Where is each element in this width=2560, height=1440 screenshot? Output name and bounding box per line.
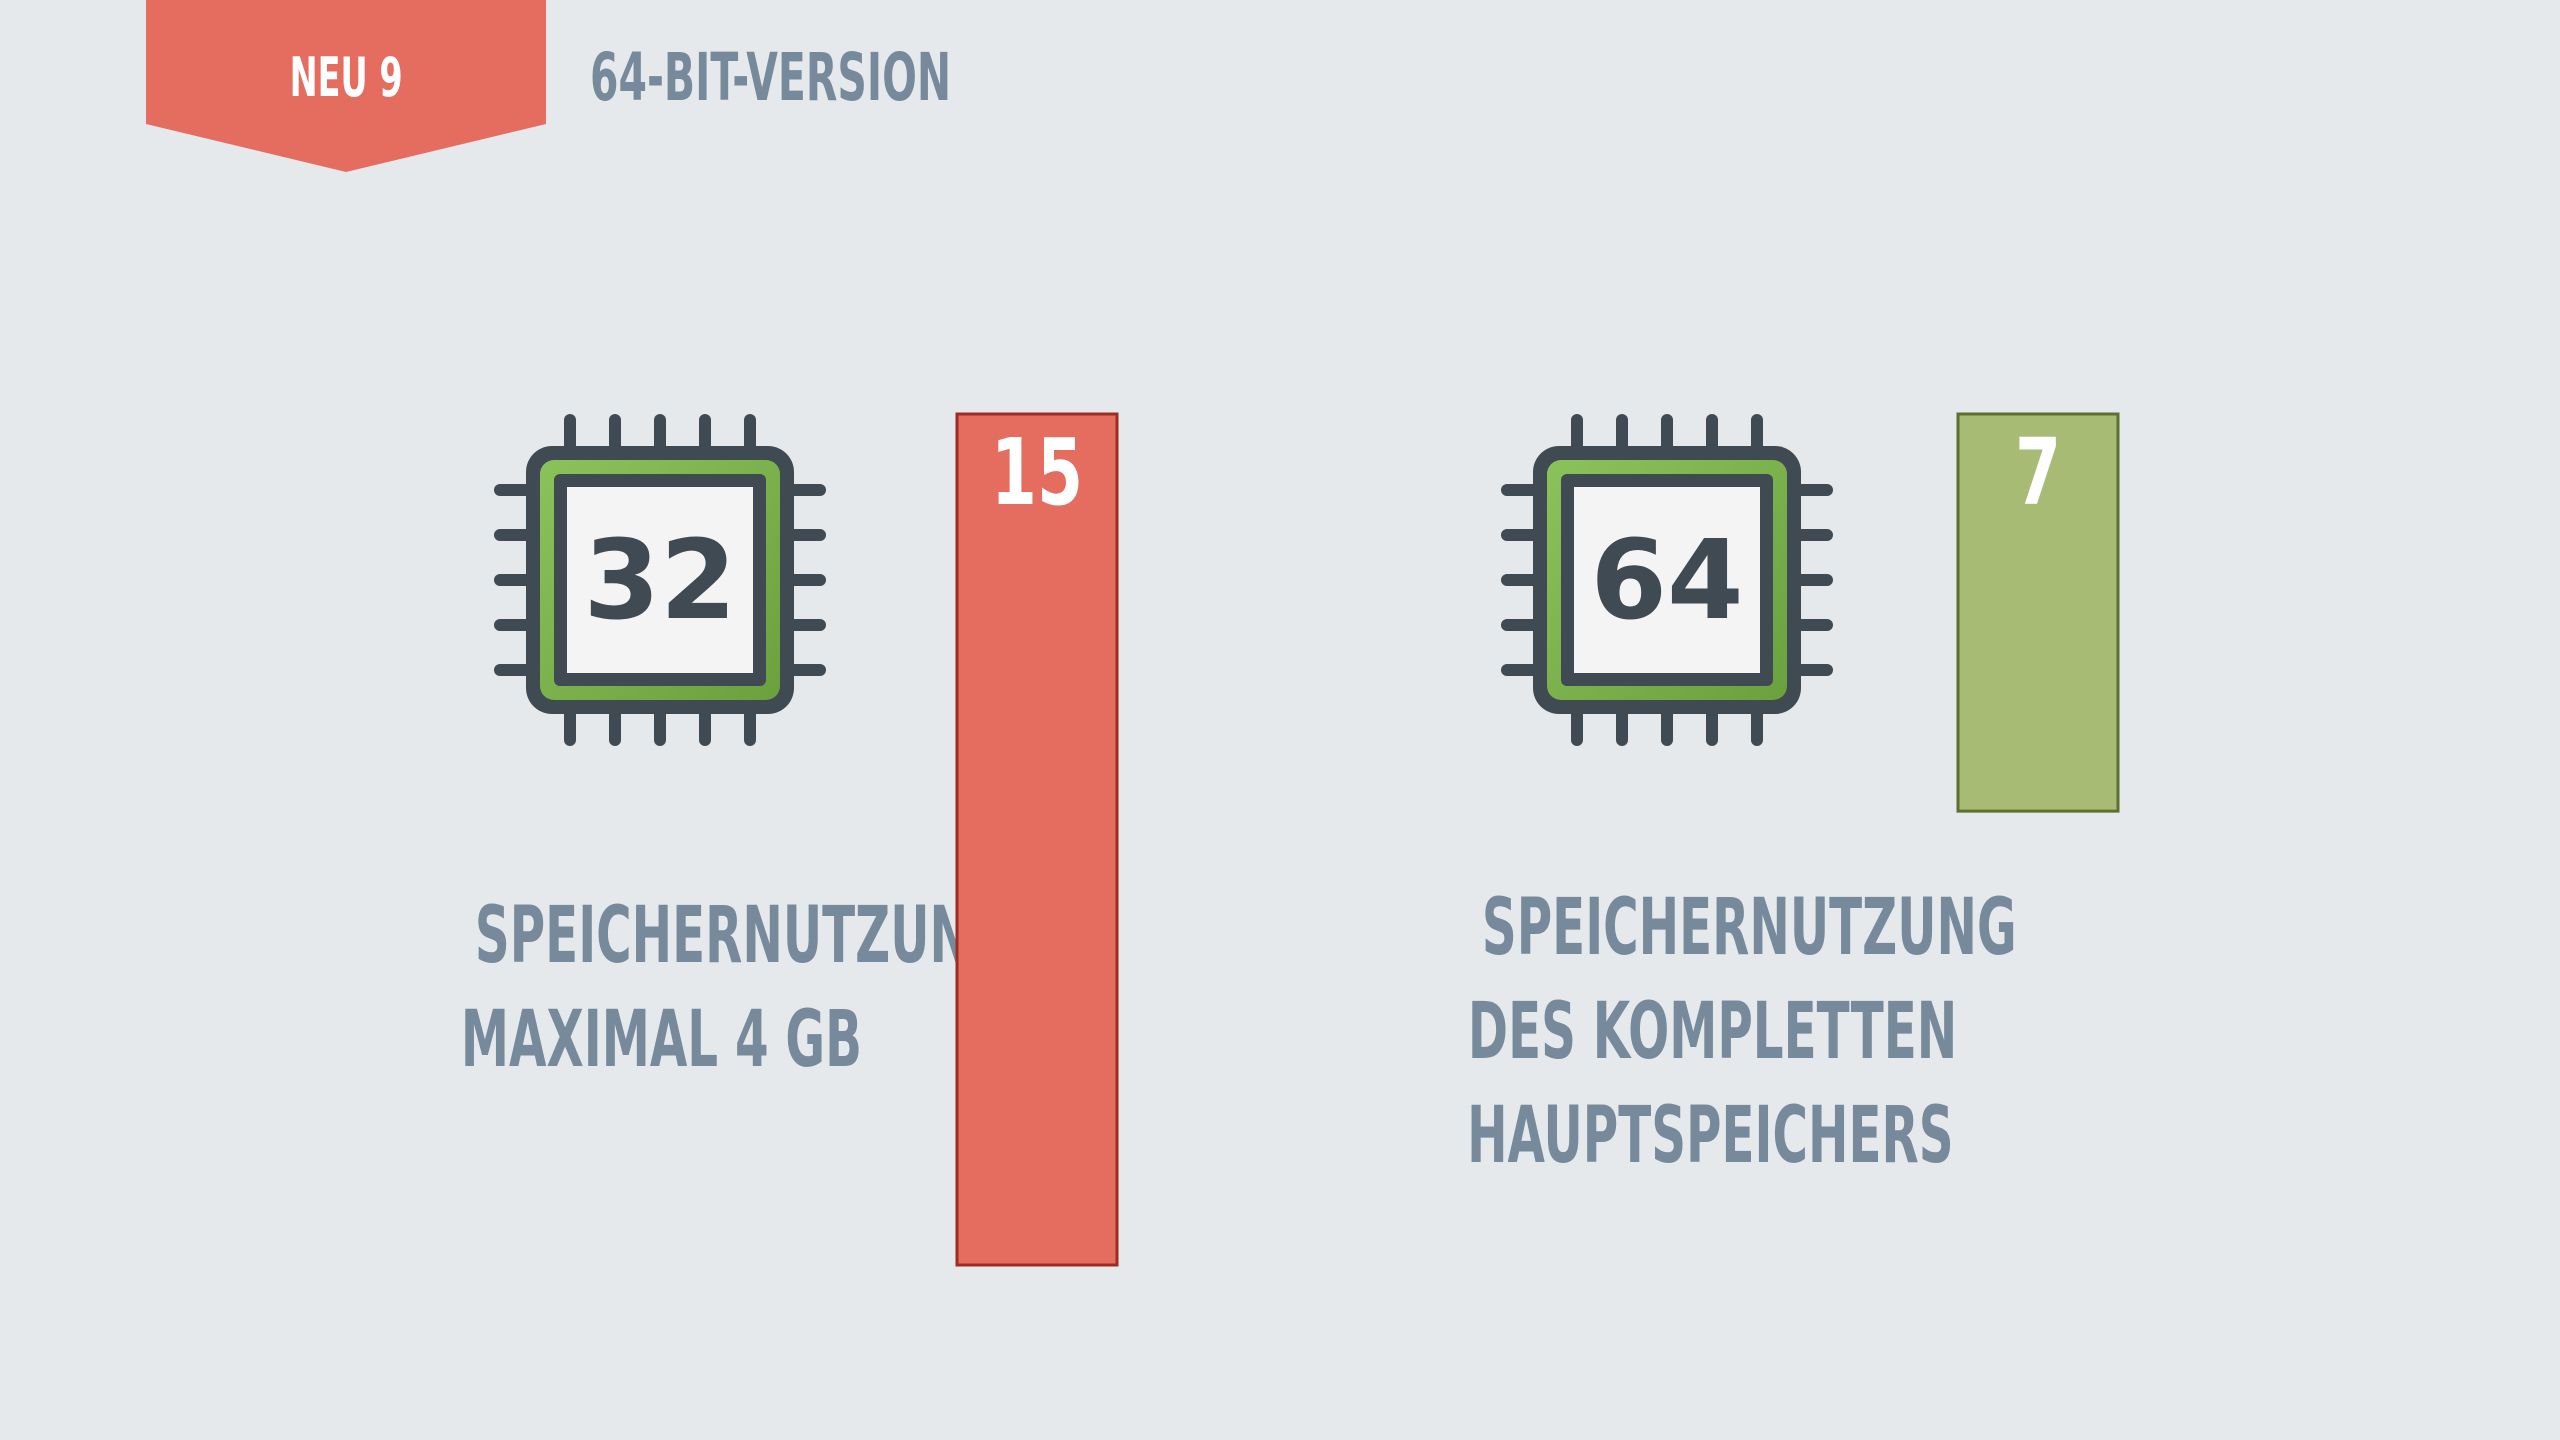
page-title: 64-BIT-VERSION <box>590 39 952 116</box>
badge-shape <box>146 0 546 172</box>
caption-line: DES KOMPLETTEN <box>1467 987 1958 1077</box>
bar-value-label: 15 <box>991 419 1083 526</box>
header-badge: NEU 9 <box>146 0 546 172</box>
bar-32 <box>955 412 1119 1267</box>
chip-64-label: 64 <box>1590 516 1743 644</box>
caption-line: SPEICHERNUTZUNG <box>474 891 1010 981</box>
caption-64bit: SPEICHERNUTZUNG DES KOMPLETTEN HAUPTSPEI… <box>1318 876 2018 1188</box>
caption-line: SPEICHERNUTZUNG <box>1481 883 2017 973</box>
caption-32bit: SPEICHERNUTZUNG MAXIMAL 4 GB <box>311 884 1011 1092</box>
caption-line: HAUPTSPEICHERS <box>1467 1091 1954 1181</box>
badge-label: NEU 9 <box>289 46 403 109</box>
chip-32-label: 32 <box>583 516 736 644</box>
bar-value-label: 7 <box>2015 419 2061 526</box>
bar-64 <box>1956 412 2120 813</box>
cpu-chip-64-icon: 64 <box>1497 410 1837 754</box>
cpu-chip-32-icon: 32 <box>490 410 830 754</box>
caption-line: MAXIMAL 4 GB <box>460 995 862 1085</box>
